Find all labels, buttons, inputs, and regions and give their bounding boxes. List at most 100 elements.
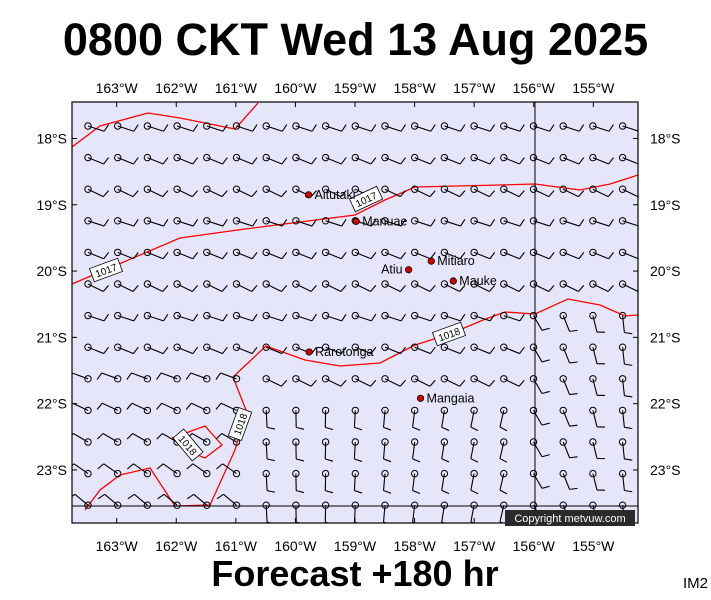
wind-barb	[529, 375, 550, 395]
wind-barb	[321, 469, 334, 494]
wind-barb	[84, 185, 109, 198]
wind-barb	[559, 153, 585, 165]
latitude-label: 18°S	[650, 130, 681, 146]
longitude-label: 161°W	[215, 80, 258, 96]
place-dot	[416, 394, 425, 402]
wind-barb	[262, 311, 288, 322]
wind-barb	[470, 217, 496, 227]
wind-barb	[232, 153, 258, 165]
wind-barb	[72, 402, 92, 415]
wind-barb	[529, 122, 555, 132]
wind-barb	[618, 375, 633, 398]
wind-barb	[292, 217, 317, 227]
wind-barb	[440, 185, 466, 198]
wind-barb	[440, 248, 466, 260]
wind-barb	[143, 280, 169, 292]
wind-barb	[618, 153, 638, 165]
wind-barb	[559, 438, 578, 459]
place-dot	[352, 217, 360, 225]
wind-barb	[618, 122, 638, 132]
wind-barb	[321, 311, 347, 322]
wind-barb	[529, 217, 555, 227]
wind-barb	[185, 372, 211, 383]
wind-barb	[500, 122, 525, 132]
place-marker: Atiu	[381, 263, 413, 277]
wind-barb	[72, 372, 92, 383]
wind-barb	[500, 375, 525, 387]
longitude-label: 157°W	[453, 538, 496, 554]
wind-barb	[114, 122, 139, 132]
wind-barb	[411, 343, 436, 355]
longitude-label: 159°W	[334, 538, 377, 554]
wind-barb	[499, 469, 508, 495]
wind-barb	[440, 469, 450, 495]
wind-barb	[292, 122, 317, 132]
place-label: Manuae	[362, 214, 407, 228]
wind-barb	[351, 406, 363, 431]
place-dot	[304, 191, 313, 199]
wind-barb	[500, 153, 525, 165]
wind-barb	[470, 438, 479, 463]
wind-barb	[292, 311, 317, 322]
wind-barb	[262, 406, 276, 430]
wind-barb	[321, 248, 347, 260]
wind-barb	[589, 248, 614, 260]
wind-barb	[292, 406, 305, 430]
wind-barb	[618, 438, 633, 461]
wind-barb	[589, 280, 614, 292]
wind-barb	[411, 311, 436, 322]
wind-barb	[559, 311, 578, 332]
wind-barb	[470, 153, 496, 165]
wind-barb	[321, 185, 347, 198]
wind-barb	[203, 153, 228, 165]
wind-barb	[589, 122, 614, 132]
longitude-label: 158°W	[393, 80, 436, 96]
wind-barb	[440, 375, 466, 387]
wind-barb	[381, 122, 406, 132]
wind-barb	[559, 343, 578, 364]
wind-barb	[470, 185, 496, 198]
wind-barb	[84, 248, 110, 260]
wind-barb	[321, 438, 334, 462]
wind-barb	[411, 438, 421, 463]
wind-barb	[96, 433, 122, 446]
longitude-label: 158°W	[393, 538, 436, 554]
place-label: Mangaia	[427, 391, 475, 405]
wind-barb	[114, 311, 139, 322]
wind-barb	[499, 501, 508, 523]
wind-barb	[127, 493, 152, 509]
forecast-title: 0800 CKT Wed 13 Aug 2025	[62, 14, 649, 65]
place-label: Mitiaro	[437, 254, 475, 268]
wind-barb	[292, 375, 317, 387]
wind-barb	[470, 248, 496, 260]
wind-barb	[232, 122, 258, 132]
place-label: Mauke	[459, 274, 497, 288]
wind-barb	[559, 217, 585, 227]
wind-barb	[559, 469, 578, 490]
wind-barb	[411, 280, 436, 292]
place-dot	[427, 257, 435, 265]
wind-barb	[173, 311, 199, 322]
wind-barb	[351, 469, 363, 494]
wind-barb	[173, 343, 199, 355]
wind-barb	[529, 438, 550, 458]
wind-barb	[529, 311, 550, 331]
wind-barb	[411, 122, 436, 132]
wind-barb	[262, 375, 288, 387]
latitude-label: 22°S	[650, 396, 681, 412]
wind-barb	[529, 185, 555, 198]
wind-barb	[84, 217, 109, 227]
wind-barb	[351, 343, 377, 355]
wind-barb	[411, 375, 436, 387]
wind-barb	[589, 406, 606, 428]
wind-barb	[381, 185, 406, 198]
wind-barb	[618, 469, 633, 493]
wind-barb	[126, 372, 152, 383]
wind-barb	[262, 217, 288, 227]
wind-barb	[143, 122, 169, 132]
wind-barb	[173, 185, 199, 198]
wind-barb	[351, 122, 377, 132]
wind-barb-field	[72, 122, 638, 523]
longitude-label: 159°W	[334, 80, 377, 96]
wind-barb	[381, 406, 392, 431]
